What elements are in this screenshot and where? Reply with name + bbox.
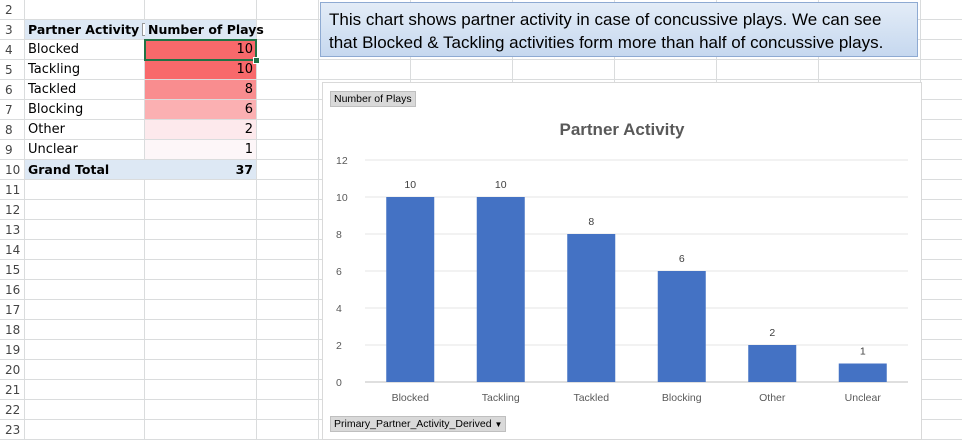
x-tick-label: Unclear — [845, 392, 882, 404]
data-label: 6 — [679, 253, 685, 265]
y-tick-label: 8 — [336, 229, 342, 241]
row-header[interactable]: 5 — [5, 63, 13, 77]
row-header[interactable]: 9 — [5, 143, 13, 157]
bar[interactable] — [748, 345, 797, 382]
row-header[interactable]: 4 — [5, 43, 13, 57]
y-tick-label: 4 — [336, 303, 342, 315]
row-header[interactable]: 14 — [5, 243, 21, 257]
pivot-header-row-labels[interactable]: Partner Activity▾ — [25, 20, 156, 39]
pivot-row-label[interactable]: Blocked — [28, 42, 79, 57]
row-header[interactable]: 20 — [5, 363, 21, 377]
pivot-header-values[interactable]: Number of Plays — [145, 20, 264, 39]
pivot-row-label[interactable]: Blocking — [28, 102, 84, 117]
row-header[interactable]: 6 — [5, 83, 13, 97]
textbox-line-1: This chart shows partner activity in cas… — [329, 10, 882, 29]
x-tick-label: Tackling — [482, 392, 520, 404]
x-tick-label: Other — [759, 392, 786, 404]
data-label: 2 — [769, 327, 775, 339]
y-tick-label: 6 — [336, 266, 342, 278]
data-label: 8 — [588, 216, 594, 228]
row-header[interactable]: 13 — [5, 223, 21, 237]
row-header[interactable]: 3 — [5, 23, 13, 37]
pivot-row-label[interactable]: Tackling — [28, 62, 81, 77]
pivot-row-value[interactable]: 10 — [145, 40, 256, 59]
row-header[interactable]: 16 — [5, 283, 21, 297]
pivot-chart[interactable]: Number of Plays Partner Activity 0 2 4 6 8 10… — [322, 82, 922, 440]
row-header[interactable]: 11 — [5, 183, 21, 197]
bar[interactable] — [567, 234, 616, 382]
pivot-row-label[interactable]: Tackled — [28, 82, 77, 97]
value-field-button[interactable]: Number of Plays — [330, 91, 416, 107]
row-header[interactable]: 7 — [5, 103, 13, 117]
pivot-row-label[interactable]: Other — [28, 122, 65, 137]
x-tick-label: Blocked — [392, 392, 430, 404]
bar[interactable] — [386, 197, 435, 382]
grand-total-value[interactable]: 37 — [145, 160, 256, 179]
axis-field-button[interactable]: Primary_Partner_Activity_Derived ▼ — [330, 416, 507, 432]
gridline-vertical — [318, 0, 319, 440]
grand-total-label[interactable]: Grand Total — [25, 160, 145, 179]
row-header[interactable]: 10 — [5, 163, 21, 177]
commentary-textbox[interactable]: This chart shows partner activity in cas… — [320, 2, 918, 57]
pivot-row-label[interactable]: Unclear — [28, 142, 78, 157]
gridline-vertical — [24, 0, 25, 440]
row-header[interactable]: 22 — [5, 403, 21, 417]
y-tick-label: 10 — [336, 192, 348, 204]
gridline-horizontal — [0, 79, 962, 80]
data-label: 10 — [495, 179, 507, 191]
row-header[interactable]: 12 — [5, 203, 21, 217]
row-header[interactable]: 17 — [5, 303, 21, 317]
y-tick-label: 12 — [336, 155, 348, 167]
pivot-row-value[interactable]: 8 — [145, 80, 256, 99]
row-header[interactable]: 21 — [5, 383, 21, 397]
chevron-down-icon: ▼ — [494, 420, 503, 429]
row-header[interactable]: 8 — [5, 123, 13, 137]
pivot-row-value[interactable]: 6 — [145, 100, 256, 119]
y-tick-label: 0 — [336, 377, 342, 389]
data-label: 10 — [404, 179, 416, 191]
gridline-vertical — [144, 0, 145, 440]
x-tick-label: Tackled — [573, 392, 609, 404]
chart-title[interactable]: Partner Activity — [559, 120, 685, 139]
gridline-horizontal — [0, 59, 962, 60]
pivot-row-value[interactable]: 10 — [145, 60, 256, 79]
x-tick-label: Blocking — [662, 392, 702, 404]
pivot-row-value[interactable]: 1 — [145, 140, 256, 159]
bar[interactable] — [838, 363, 887, 383]
bar[interactable] — [476, 197, 525, 382]
y-tick-label: 2 — [336, 340, 342, 352]
active-cell-selection — [144, 39, 257, 61]
textbox-line-2: that Blocked & Tackling activities form … — [329, 33, 884, 52]
pivot-row-value[interactable]: 2 — [145, 120, 256, 139]
row-header[interactable]: 2 — [5, 3, 13, 17]
row-header[interactable]: 19 — [5, 343, 21, 357]
fill-handle[interactable] — [253, 57, 260, 64]
chart-plot-area[interactable]: 02468101210Blocked10Tackling8Tackled6Blo… — [323, 83, 921, 439]
data-label: 1 — [860, 346, 866, 358]
row-header[interactable]: 15 — [5, 263, 21, 277]
row-header[interactable]: 18 — [5, 323, 21, 337]
gridline-vertical — [256, 0, 257, 440]
bar[interactable] — [657, 271, 706, 382]
row-header[interactable]: 23 — [5, 423, 21, 437]
